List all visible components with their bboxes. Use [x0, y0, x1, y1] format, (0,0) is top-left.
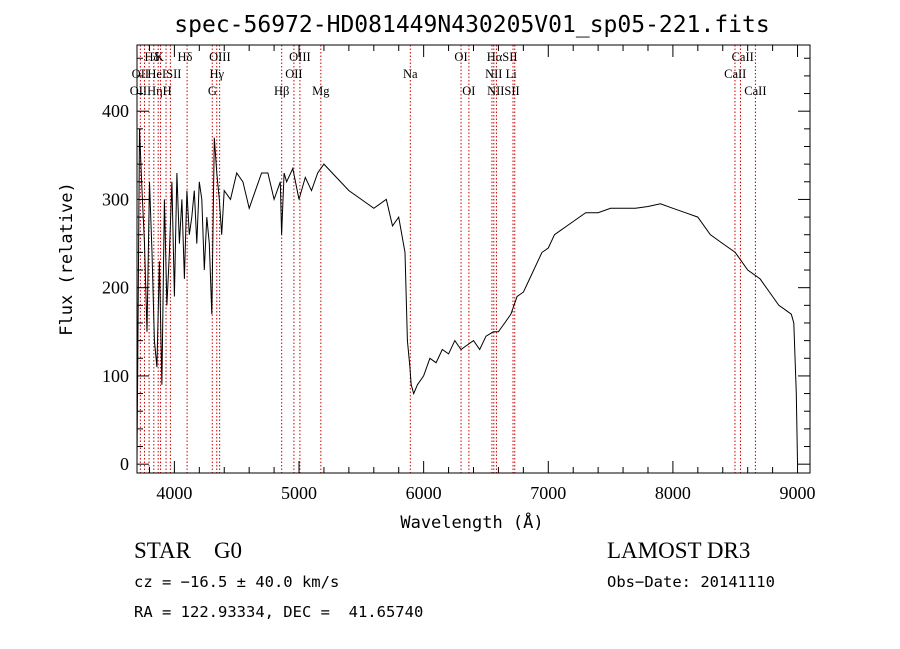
spectral-line-label: NIISII: [487, 84, 520, 98]
y-tick-label: 0: [120, 454, 129, 474]
spectral-line-label: OII: [285, 67, 302, 81]
x-tick-label: 6000: [406, 483, 442, 503]
y-tick-label: 400: [102, 101, 129, 121]
spectral-line-label: K: [155, 50, 164, 64]
x-tick-label: 5000: [281, 483, 317, 503]
y-axis-ticks: 0 100 200 300 400: [102, 57, 810, 474]
spectral-line-label: OI: [462, 84, 475, 98]
y-tick-label: 200: [102, 278, 129, 298]
y-tick-label: 300: [102, 189, 129, 209]
x-tick-label: 7000: [530, 483, 566, 503]
x-axis-ticks: 4000 5000 6000 7000 8000 9000: [148, 45, 816, 503]
chart-title: spec-56972-HD081449N430205V01_sp05-221.f…: [174, 12, 769, 38]
redshift-velocity: cz = −16.5 ± 40.0 km/s: [134, 573, 340, 591]
spectral-line-label: HαSII: [487, 50, 518, 64]
spectral-line-label: OII: [132, 67, 149, 81]
ra-dec-coordinates: RA = 122.93334, DEC = 41.65740: [134, 603, 424, 621]
x-axis-label: Wavelength (Å): [400, 511, 543, 533]
spectral-line-label: OIIHηH: [130, 84, 172, 98]
y-axis-label: Flux (relative): [57, 182, 77, 336]
x-tick-label: 4000: [156, 483, 192, 503]
spectral-line-label: CaII: [724, 67, 746, 81]
y-tick-label: 100: [102, 366, 129, 386]
spectral-line-label: Hγ: [209, 67, 224, 81]
spectral-marker-lines: [139, 45, 756, 473]
object-class: STAR G0: [134, 538, 243, 563]
plot-frame: [136, 44, 811, 474]
observation-date: Obs−Date: 20141110: [607, 573, 775, 591]
spectral-line-label: Mg: [312, 84, 330, 98]
x-tick-label: 8000: [655, 483, 691, 503]
survey-name: LAMOST DR3: [607, 538, 751, 563]
spectral-line-label: CaII: [732, 50, 754, 64]
spectral-line-label: CaII: [744, 84, 766, 98]
spectral-line-label: OIII: [209, 50, 231, 64]
spectral-line-label: Hδ: [144, 50, 159, 64]
spectral-line-label: Na: [403, 67, 418, 81]
spectral-line-label: G: [208, 84, 217, 98]
spectral-line-label: OI: [454, 50, 467, 64]
spectral-line-label: Hβ: [274, 84, 289, 98]
spectral-line-label: NII Li: [485, 67, 517, 81]
spectral-line-label: Hδ: [178, 50, 193, 64]
spectrum-series-line: [136, 128, 798, 463]
spectral-line-label: HeISII: [147, 67, 181, 81]
spectral-line-label: OIII: [289, 50, 311, 64]
x-tick-label: 9000: [780, 483, 816, 503]
